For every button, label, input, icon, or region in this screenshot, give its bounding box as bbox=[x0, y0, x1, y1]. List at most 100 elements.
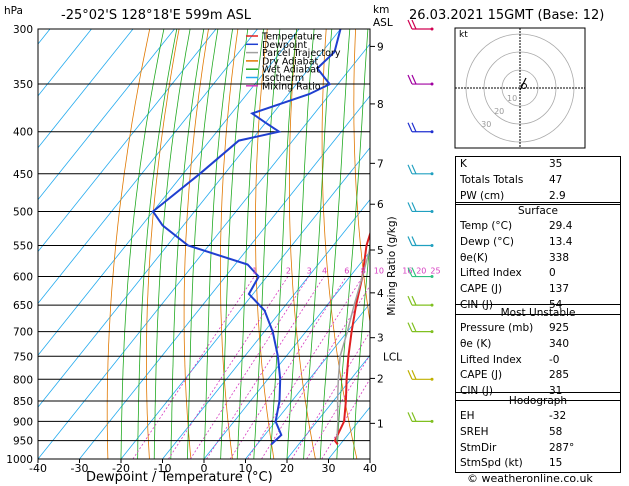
x-tick-label: 20 bbox=[280, 462, 294, 475]
isotherm-line bbox=[38, 29, 134, 149]
x-tick-label: -40 bbox=[29, 462, 47, 475]
mixing-ratio-label: 20 bbox=[416, 267, 426, 276]
wind-barb-feather bbox=[411, 19, 417, 30]
wind-barb-feather bbox=[407, 295, 413, 306]
x-tick-label: 30 bbox=[322, 462, 336, 475]
row-value: 340 bbox=[549, 337, 570, 350]
mixing-ratio-line bbox=[306, 354, 370, 459]
row-label: Lifted Index bbox=[460, 353, 522, 366]
isotherm-line bbox=[162, 198, 370, 459]
wind-barb-dot bbox=[430, 209, 434, 213]
plot-frame bbox=[37, 28, 371, 460]
wind-barb-feather bbox=[411, 295, 417, 306]
row-value: -0 bbox=[549, 353, 560, 366]
wind-barb-dot bbox=[430, 130, 434, 134]
index-row-totals: Totals Totals 47 bbox=[456, 173, 620, 189]
wind-barb-feather bbox=[411, 236, 417, 246]
wet-adiabat-line bbox=[253, 29, 281, 459]
row-label: CIN (J) bbox=[460, 385, 493, 398]
wind-barb-dot bbox=[430, 330, 434, 334]
isotherm-line bbox=[38, 29, 175, 201]
hodograph-ring-label: 10 bbox=[507, 94, 517, 103]
surface-row: CAPE (J) 137 bbox=[456, 282, 620, 298]
x-tick-label: 40 bbox=[363, 462, 377, 475]
isotherm-line bbox=[120, 147, 370, 459]
mixing-ratio-label: 16 bbox=[402, 267, 412, 276]
hodo-row: StmSpd (kt) 15 bbox=[456, 456, 620, 472]
wind-barb-dot bbox=[430, 172, 434, 176]
isotherm-line bbox=[38, 43, 370, 459]
location-label: -25°02'S 128°18'E 599m ASL bbox=[61, 8, 252, 23]
row-value: 137 bbox=[549, 283, 570, 296]
pressure-tick-label: 500 bbox=[13, 206, 33, 218]
mixing-ratio-label: 6 bbox=[344, 267, 349, 276]
km-tick-label: 8 bbox=[377, 99, 384, 111]
hodograph-ring-label: 30 bbox=[481, 120, 491, 129]
isotherm-line bbox=[38, 29, 217, 253]
km-unit-label: km bbox=[373, 4, 390, 16]
isotherm-line bbox=[286, 354, 370, 459]
surface-row: Dewp (°C) 13.4 bbox=[456, 235, 620, 251]
wind-barb-feather bbox=[407, 19, 413, 30]
pressure-tick-label: 650 bbox=[13, 300, 33, 312]
mu-row: θe (K) 340 bbox=[456, 337, 620, 353]
wind-barb-feather bbox=[411, 122, 417, 132]
wet-adiabat-line bbox=[236, 29, 264, 459]
surface-table: Surface Temp (°C) 29.4 Dewp (°C) 13.4 θe(K… bbox=[455, 202, 621, 315]
x-tick-label: 0 bbox=[201, 462, 208, 475]
legend-label: Isotherm bbox=[262, 73, 304, 84]
surface-row: Temp (°C) 29.4 bbox=[456, 219, 620, 235]
wind-barb-feather bbox=[407, 370, 413, 380]
most-unstable-title: Most Unstable bbox=[500, 307, 576, 319]
wind-barb-feather bbox=[407, 122, 413, 132]
asl-label: ASL bbox=[373, 17, 393, 29]
series-line-temperature bbox=[333, 230, 370, 446]
most-unstable-table: Most Unstable Pressure (mb) 925 θe (K) 340… bbox=[455, 304, 621, 401]
isotherm-line bbox=[38, 29, 300, 356]
mixing-ratio-axis-label: Mixing Ratio (g/kg) bbox=[386, 216, 398, 316]
wind-barb-feather bbox=[411, 412, 417, 422]
wind-barb-dot bbox=[430, 377, 434, 381]
index-label: K bbox=[460, 158, 467, 170]
mixing-ratio-label: 2 bbox=[286, 267, 291, 276]
mu-row: CIN (J) 31 bbox=[456, 384, 620, 400]
wet-adiabat-line bbox=[220, 29, 249, 459]
x-tick-label: 10 bbox=[239, 462, 253, 475]
mixing-ratio-line bbox=[132, 276, 255, 459]
legend-label: Mixing Ratio bbox=[262, 81, 321, 92]
index-value: 47 bbox=[549, 173, 563, 186]
x-axis-label: Dewpoint / Temperature (°C) bbox=[86, 470, 273, 485]
row-value: 13.4 bbox=[549, 235, 573, 248]
row-value: 15 bbox=[549, 457, 563, 470]
isotherm-line bbox=[38, 29, 258, 305]
mixing-ratio-line bbox=[206, 276, 325, 459]
row-label: StmDir bbox=[460, 441, 497, 454]
row-label: CAPE (J) bbox=[460, 369, 503, 382]
row-value: 338 bbox=[549, 251, 570, 264]
mixing-ratio-line bbox=[229, 276, 347, 459]
km-tick-label: 4 bbox=[377, 288, 384, 300]
legend-label: Temperature bbox=[261, 32, 322, 43]
index-row-pw: PW (cm) 2.9 bbox=[456, 189, 620, 205]
pressure-tick-label: 550 bbox=[13, 240, 33, 252]
index-label: PW (cm) bbox=[460, 189, 505, 202]
lcl-label: LCL bbox=[383, 351, 402, 363]
wind-barb-feather bbox=[411, 322, 417, 332]
legend-label: Dewpoint bbox=[262, 40, 307, 51]
hodo-row: StmDir 287° bbox=[456, 441, 620, 457]
row-label: Temp (°C) bbox=[460, 220, 513, 232]
footer-credit[interactable]: © weatheronline.co.uk bbox=[467, 472, 593, 485]
row-label: EH bbox=[460, 410, 475, 422]
row-label: Dewp (°C) bbox=[460, 235, 514, 248]
isotherm-line bbox=[203, 250, 370, 459]
pressure-unit-label: hPa bbox=[4, 5, 23, 17]
isotherm-line bbox=[38, 29, 341, 408]
wind-barb-dot bbox=[430, 27, 434, 31]
series-line-dewpoint bbox=[151, 29, 342, 446]
km-tick-label: 2 bbox=[377, 373, 384, 385]
isotherm-line bbox=[79, 95, 370, 459]
row-label: SREH bbox=[460, 425, 489, 438]
wind-barb-feather bbox=[411, 74, 417, 85]
wind-barb-feather bbox=[407, 164, 413, 175]
hodo-row: SREH 58 bbox=[456, 425, 620, 441]
